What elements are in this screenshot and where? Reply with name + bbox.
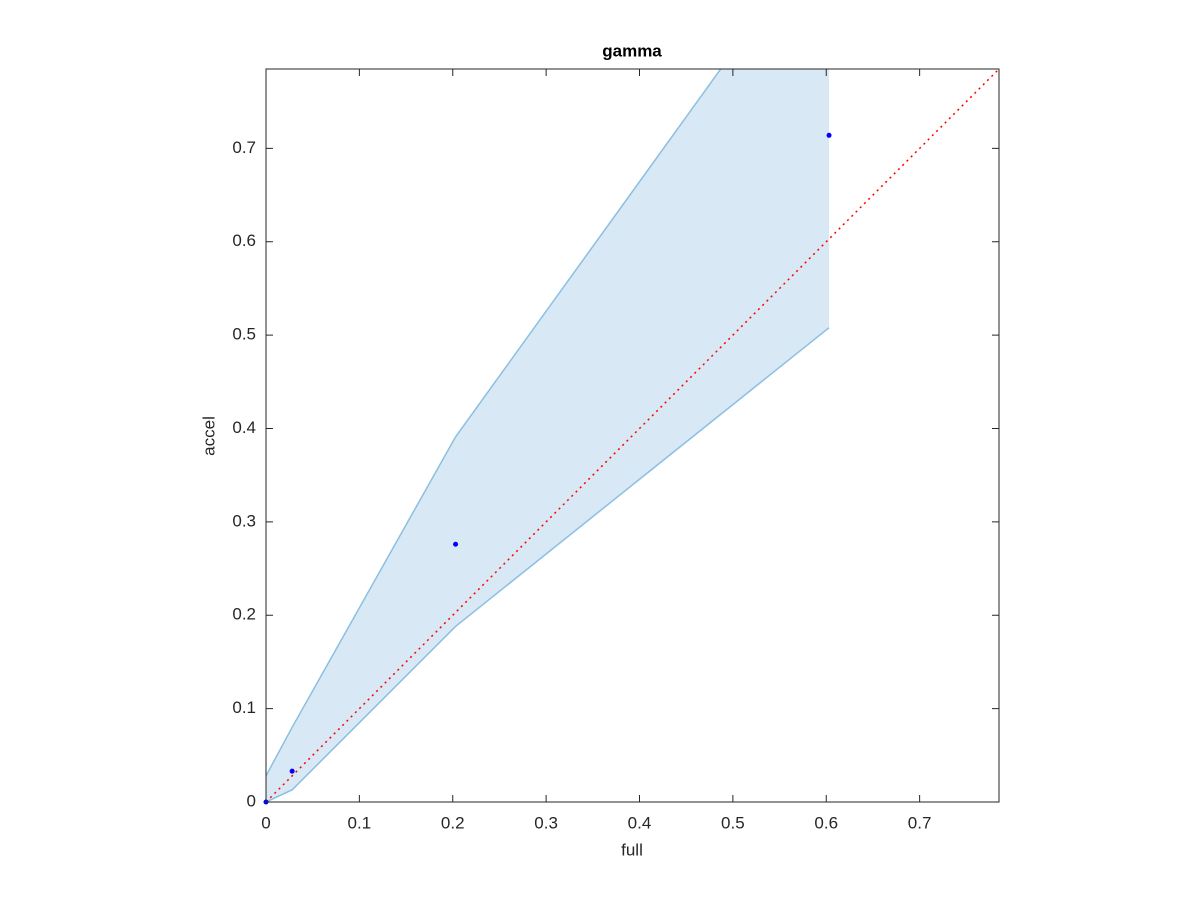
x-tick-label: 0.4 — [628, 813, 652, 832]
point — [453, 541, 459, 547]
x-tick-label: 0.3 — [534, 813, 558, 832]
confidence-band — [266, 69, 830, 802]
y-tick-label: 0.5 — [232, 325, 256, 344]
x-tick-label: 0.1 — [348, 813, 372, 832]
y-tick-label: 0 — [247, 791, 256, 810]
y-tick-label: 0.6 — [232, 231, 256, 250]
plot-area — [266, 69, 999, 802]
y-tick-label: 0.4 — [232, 418, 256, 437]
y-tick-label: 0.1 — [232, 698, 256, 717]
x-tick-label: 0.2 — [441, 813, 465, 832]
band-edge — [266, 69, 722, 777]
point — [289, 768, 295, 774]
x-tick-label: 0 — [261, 813, 270, 832]
y-tick-label: 0.2 — [232, 605, 256, 624]
band-edge — [266, 327, 830, 802]
y-tick-label: 0.3 — [232, 511, 256, 530]
point — [826, 132, 832, 138]
x-tick-label: 0.7 — [908, 813, 932, 832]
x-tick-label: 0.5 — [721, 813, 745, 832]
y-tick-label: 0.7 — [232, 138, 256, 157]
x-axis-label: full — [621, 840, 643, 859]
y-axis-label: accel — [199, 416, 218, 456]
x-tick-label: 0.6 — [814, 813, 838, 832]
chart-title: gamma — [602, 41, 662, 60]
axes-box — [265, 68, 1000, 803]
